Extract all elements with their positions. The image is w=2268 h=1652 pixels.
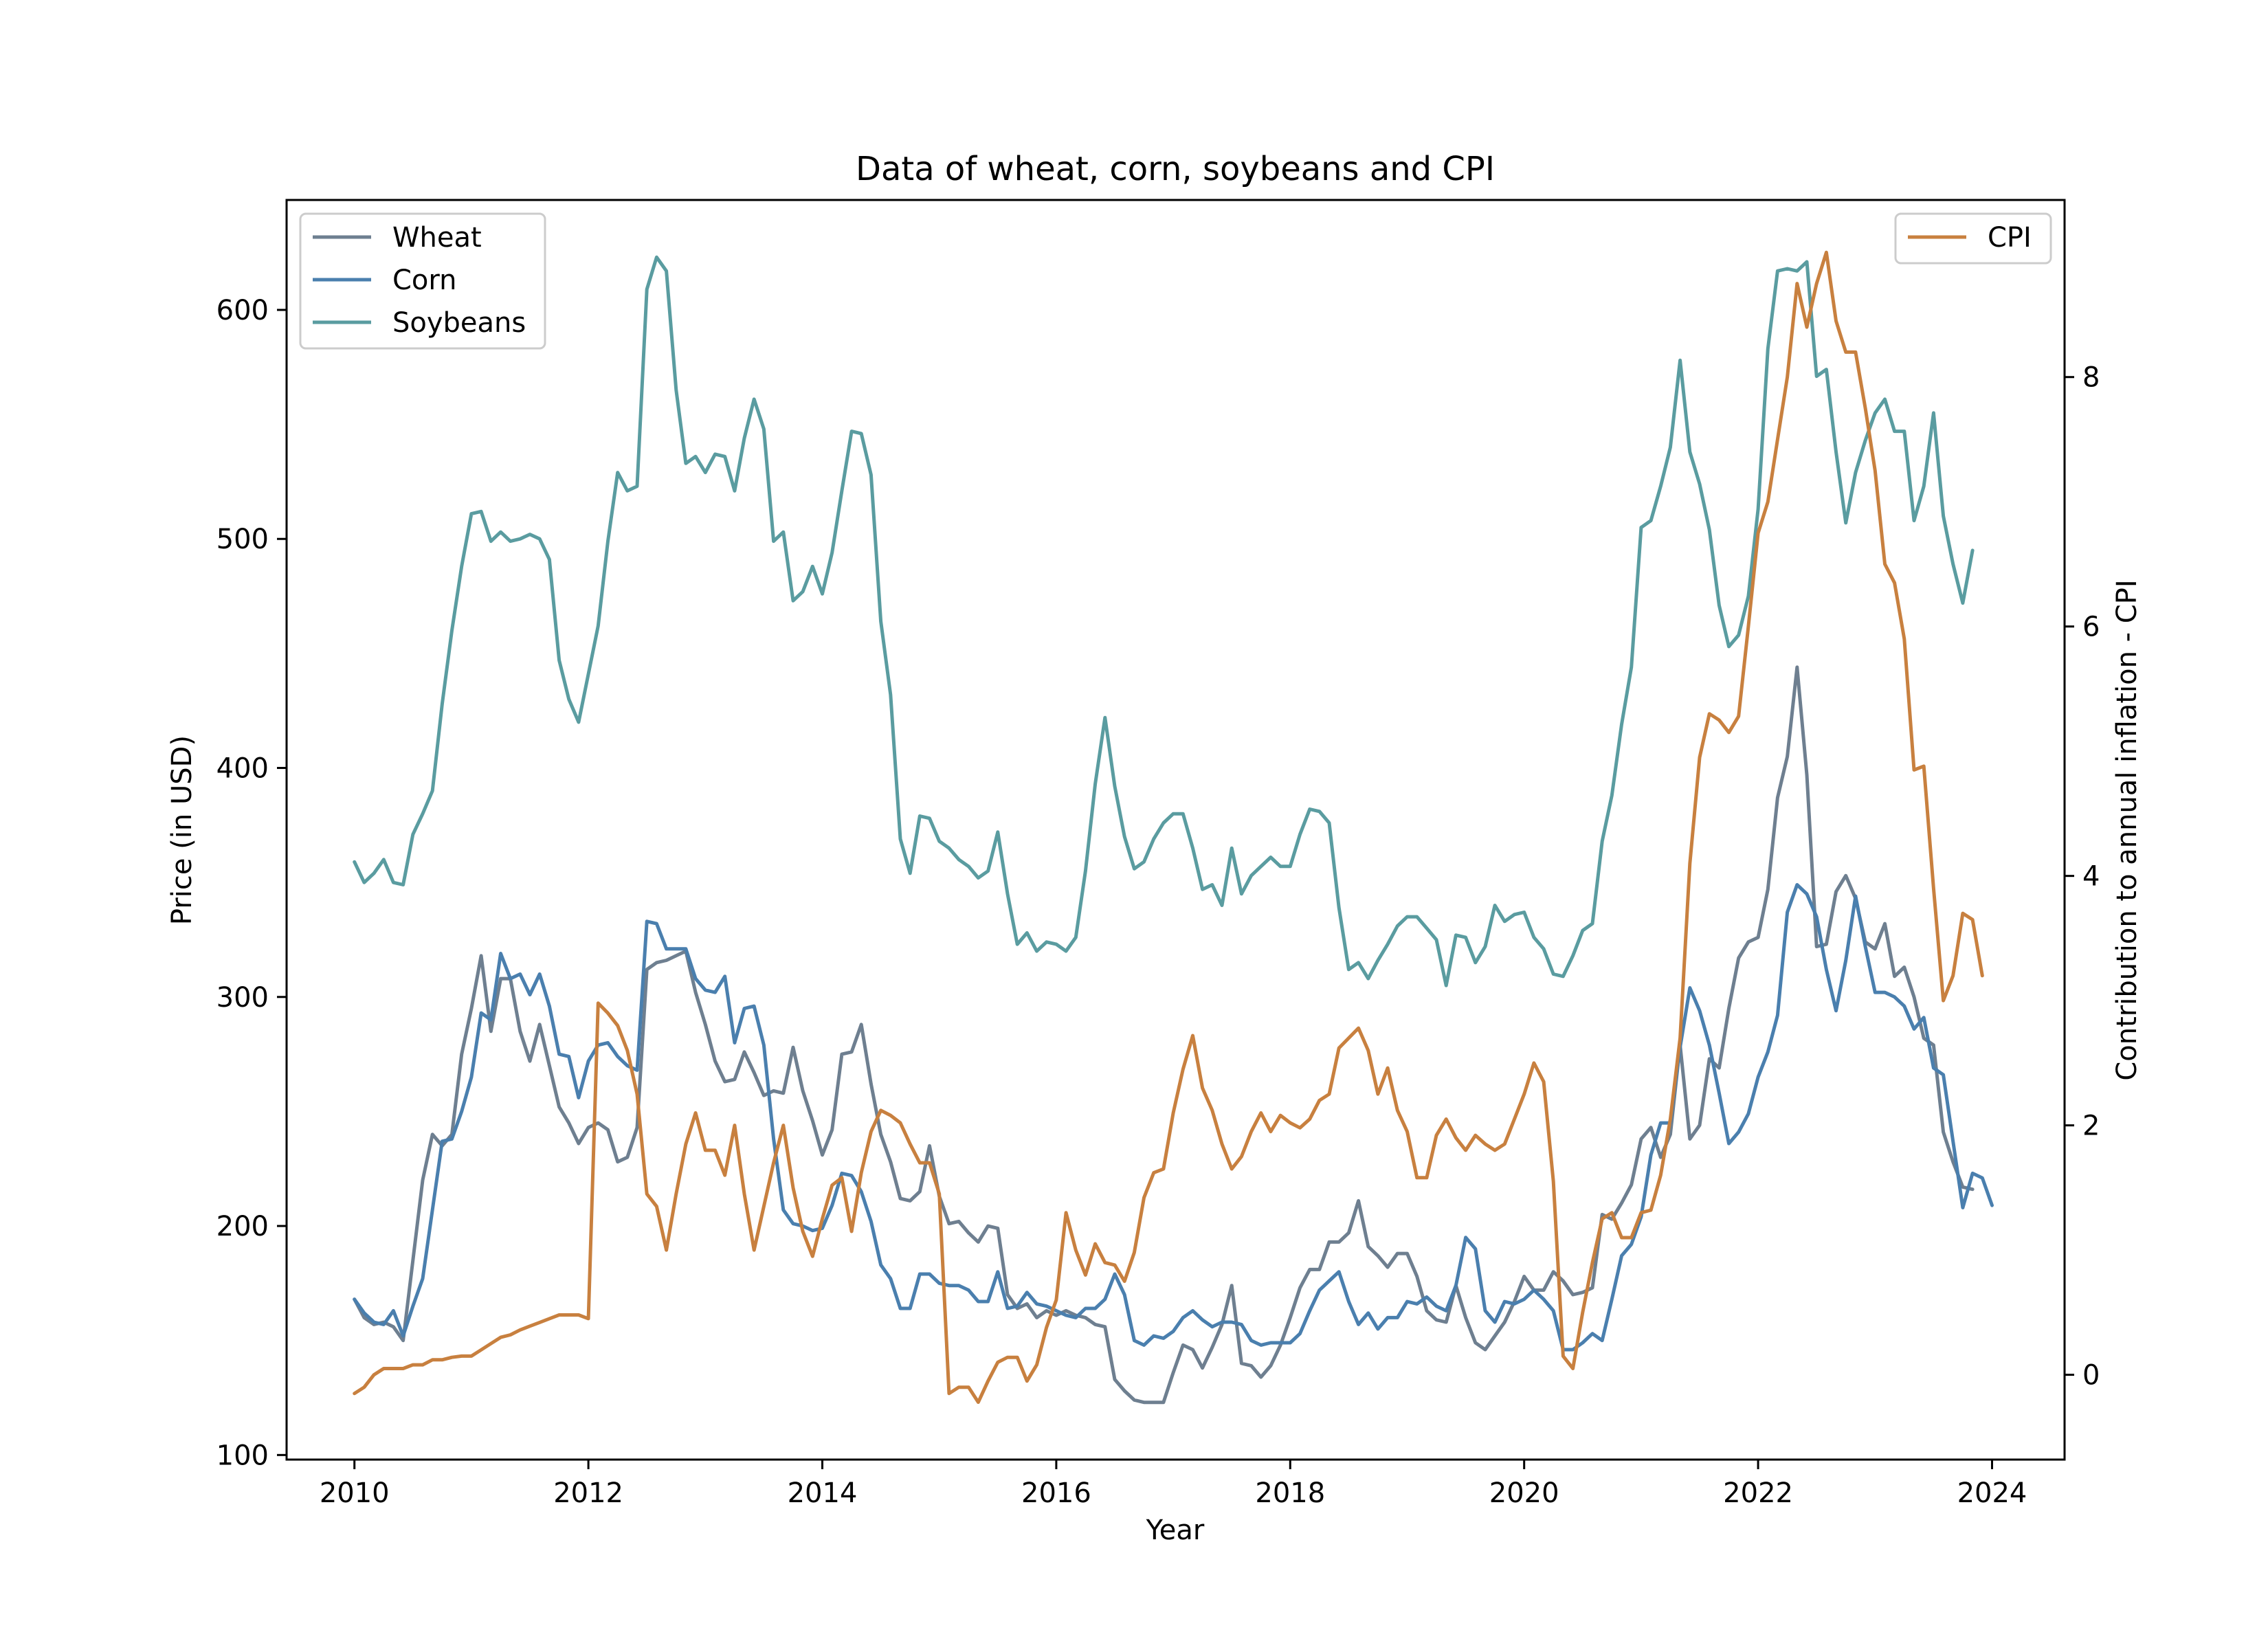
legend-left-box (299, 212, 546, 350)
x-tick-label: 2012 (553, 1477, 623, 1509)
legend-left: Wheat Corn Soybeans (299, 212, 546, 350)
y2-tick-label: 4 (2082, 861, 2100, 893)
y-tick-label: 100 (216, 1440, 269, 1471)
series-line-corn (353, 883, 1994, 1352)
x-tick-label: 2016 (1021, 1477, 1091, 1509)
x-axis: 2010 2012 2014 2016 2018 2020 2022 2024 (320, 1460, 2027, 1509)
y2-tick-label: 2 (2082, 1110, 2100, 1142)
legend-right-box (1894, 212, 2052, 265)
y-tick-label: 500 (216, 524, 269, 555)
series-layer (353, 250, 1994, 1405)
x-tick-label: 2024 (1957, 1477, 2027, 1509)
y2-axis-label: Contribution to annual inflation - CPI (2111, 579, 2143, 1080)
legend-right: CPI (1894, 212, 2052, 265)
y-tick-label: 200 (216, 1211, 269, 1242)
y-axis-left: 100 200 300 400 500 600 (216, 295, 287, 1471)
legend-entry-label: Soybeans (392, 307, 526, 339)
x-tick-label: 2020 (1489, 1477, 1559, 1509)
series-line-soybeans (353, 255, 1975, 987)
series-line-cpi (353, 250, 1984, 1404)
y2-tick-label: 6 (2082, 612, 2100, 643)
y-tick-label: 600 (216, 295, 269, 326)
legend-entry-label: Corn (392, 265, 457, 296)
x-tick-label: 2014 (788, 1477, 858, 1509)
chart-title: Data of wheat, corn, soybeans and CPI (856, 150, 1495, 188)
x-tick-label: 2022 (1723, 1477, 1793, 1509)
y-axis-label: Price (in USD) (166, 735, 198, 925)
y-tick-label: 400 (216, 753, 269, 785)
y-axis-right: 0 2 4 6 8 (2065, 362, 2100, 1392)
series-line-wheat (353, 665, 1975, 1405)
legend-entry-label: Wheat (392, 222, 482, 254)
y2-tick-label: 8 (2082, 362, 2100, 394)
x-tick-label: 2018 (1255, 1477, 1325, 1509)
y-tick-label: 300 (216, 982, 269, 1014)
y2-tick-label: 0 (2082, 1360, 2100, 1392)
legend-entry-label: CPI (1988, 222, 2032, 254)
plot-frame (285, 199, 2066, 1461)
x-tick-label: 2010 (320, 1477, 390, 1509)
x-axis-label: Year (1146, 1515, 1205, 1546)
